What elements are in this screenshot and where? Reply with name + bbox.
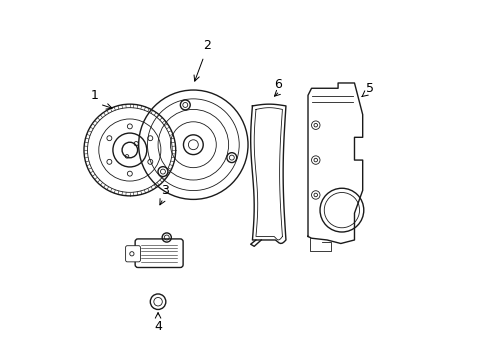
FancyBboxPatch shape <box>135 239 183 267</box>
Text: 3: 3 <box>161 184 169 197</box>
Text: 2: 2 <box>203 40 211 53</box>
Text: 1: 1 <box>90 89 98 102</box>
Circle shape <box>180 100 190 110</box>
FancyBboxPatch shape <box>125 246 140 262</box>
Circle shape <box>226 153 236 163</box>
Text: 4: 4 <box>154 320 162 333</box>
Text: 5: 5 <box>365 82 373 95</box>
Text: 6: 6 <box>273 78 282 91</box>
Circle shape <box>158 167 167 176</box>
